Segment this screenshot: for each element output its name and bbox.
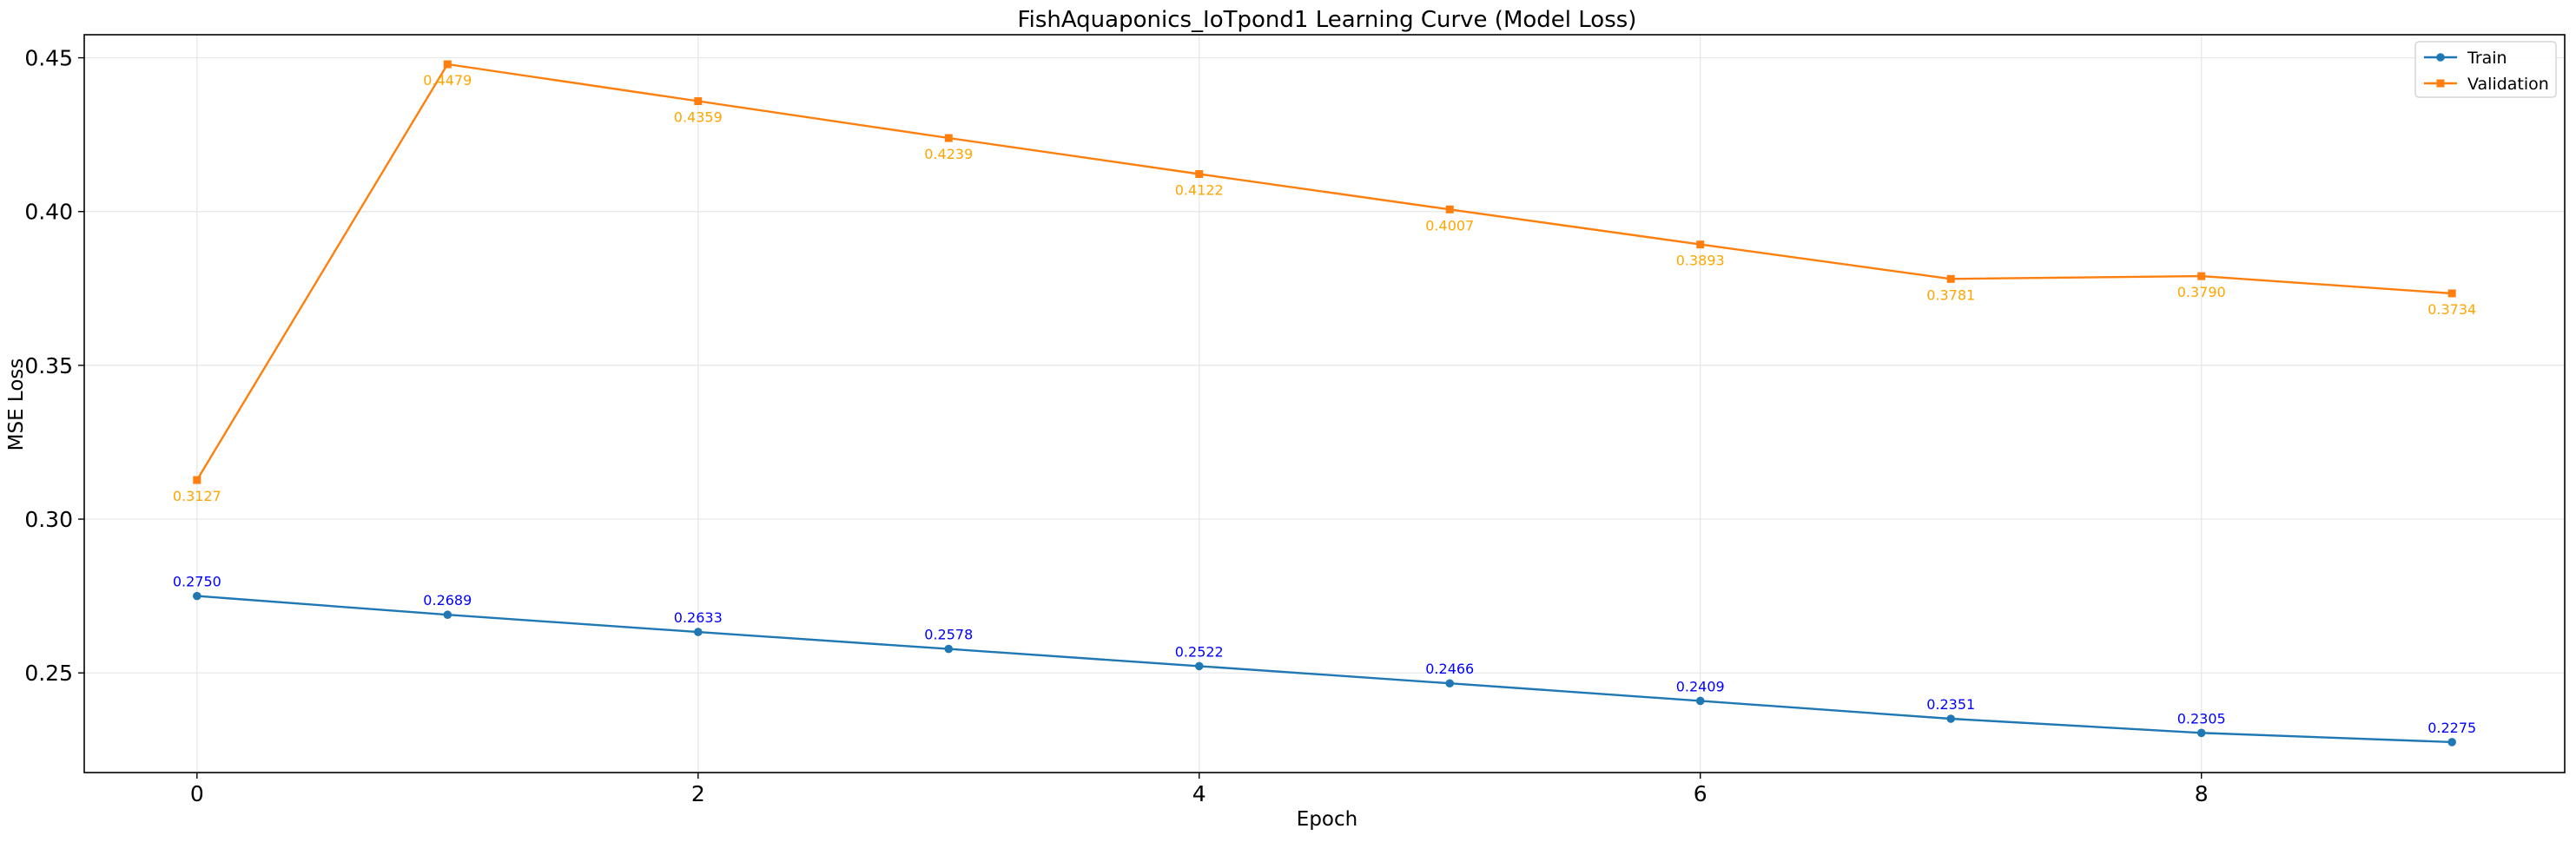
data-label: 0.4122 <box>1175 182 1224 199</box>
data-label: 0.4007 <box>1425 217 1474 234</box>
x-tick-label: 8 <box>2195 781 2209 806</box>
data-label: 0.4359 <box>674 109 723 126</box>
grid-lines <box>84 35 2565 773</box>
data-point <box>2447 738 2456 747</box>
data-labels: 0.2750 0.2689 0.2633 0.2578 0.2522 0.2466 0.24… <box>173 72 2476 736</box>
data-label: 0.2522 <box>1175 643 1224 660</box>
data-label: 0.3893 <box>1676 253 1725 269</box>
series-line-validation <box>195 62 2453 481</box>
chart-title: FishAquaponics_IoTpond1 Learning Curve (… <box>1018 7 1637 33</box>
series-train <box>193 591 2456 747</box>
y-tick-label: 0.35 <box>24 353 73 378</box>
y-axis-title: MSE Loss <box>5 359 28 451</box>
data-label: 0.2351 <box>1926 696 1975 713</box>
y-tick-label: 0.25 <box>24 661 73 686</box>
data-point <box>1195 170 1204 179</box>
legend-marker <box>2436 79 2445 88</box>
legend-marker <box>2436 53 2445 62</box>
legend-label: Validation <box>2467 75 2549 94</box>
data-label: 0.2409 <box>1676 678 1725 694</box>
y-tick-label: 0.45 <box>24 46 73 71</box>
data-point <box>1946 274 1955 283</box>
axes: 0 2 4 6 8 0.25 0.30 0.35 0.40 0.45 <box>24 34 2566 806</box>
data-label: 0.3790 <box>2177 284 2226 300</box>
data-label: 0.3781 <box>1926 286 1975 303</box>
data-label: 0.2466 <box>1425 661 1474 677</box>
data-label: 0.4239 <box>924 146 973 162</box>
plot-frame <box>83 34 2566 773</box>
data-point <box>443 610 452 620</box>
data-label: 0.2578 <box>924 627 973 643</box>
legend-item-train: Train <box>2424 49 2507 68</box>
x-tick-label: 4 <box>1192 781 1206 806</box>
y-tick-label: 0.30 <box>24 507 73 532</box>
y-tick-label: 0.40 <box>24 200 73 225</box>
data-label: 0.2633 <box>674 609 723 626</box>
legend: Train Validation <box>2414 41 2557 98</box>
x-tick-label: 2 <box>691 781 705 806</box>
legend-label: Train <box>2467 49 2507 68</box>
data-point <box>944 134 953 142</box>
data-point <box>193 476 201 484</box>
data-label: 0.3127 <box>173 488 221 504</box>
data-point <box>1695 696 1705 706</box>
data-point <box>1946 714 1956 723</box>
legend-item-validation: Validation <box>2424 75 2549 94</box>
series-line-train <box>196 595 2453 744</box>
series-validation <box>193 60 2456 484</box>
x-tick-label: 0 <box>190 781 204 806</box>
x-tick-label: 6 <box>1694 781 1707 806</box>
data-point <box>944 644 954 654</box>
data-point <box>193 591 201 601</box>
data-label: 0.2305 <box>2177 710 2226 727</box>
data-point <box>1696 240 1705 249</box>
data-point <box>693 628 703 636</box>
data-point <box>443 60 452 69</box>
data-label: 0.2689 <box>423 592 472 608</box>
data-label: 0.4479 <box>423 72 472 89</box>
data-point <box>1445 205 1454 214</box>
data-point <box>1445 679 1455 688</box>
data-point <box>694 97 703 106</box>
data-label: 0.3734 <box>2427 301 2476 318</box>
data-point <box>2447 289 2456 298</box>
data-point <box>2196 728 2206 738</box>
data-point <box>2197 272 2206 280</box>
data-label: 0.2750 <box>173 574 221 590</box>
x-axis-title: Epoch <box>1297 808 1357 831</box>
data-point <box>1194 661 1204 671</box>
series-group <box>193 60 2456 747</box>
data-label: 0.2275 <box>2427 720 2476 736</box>
